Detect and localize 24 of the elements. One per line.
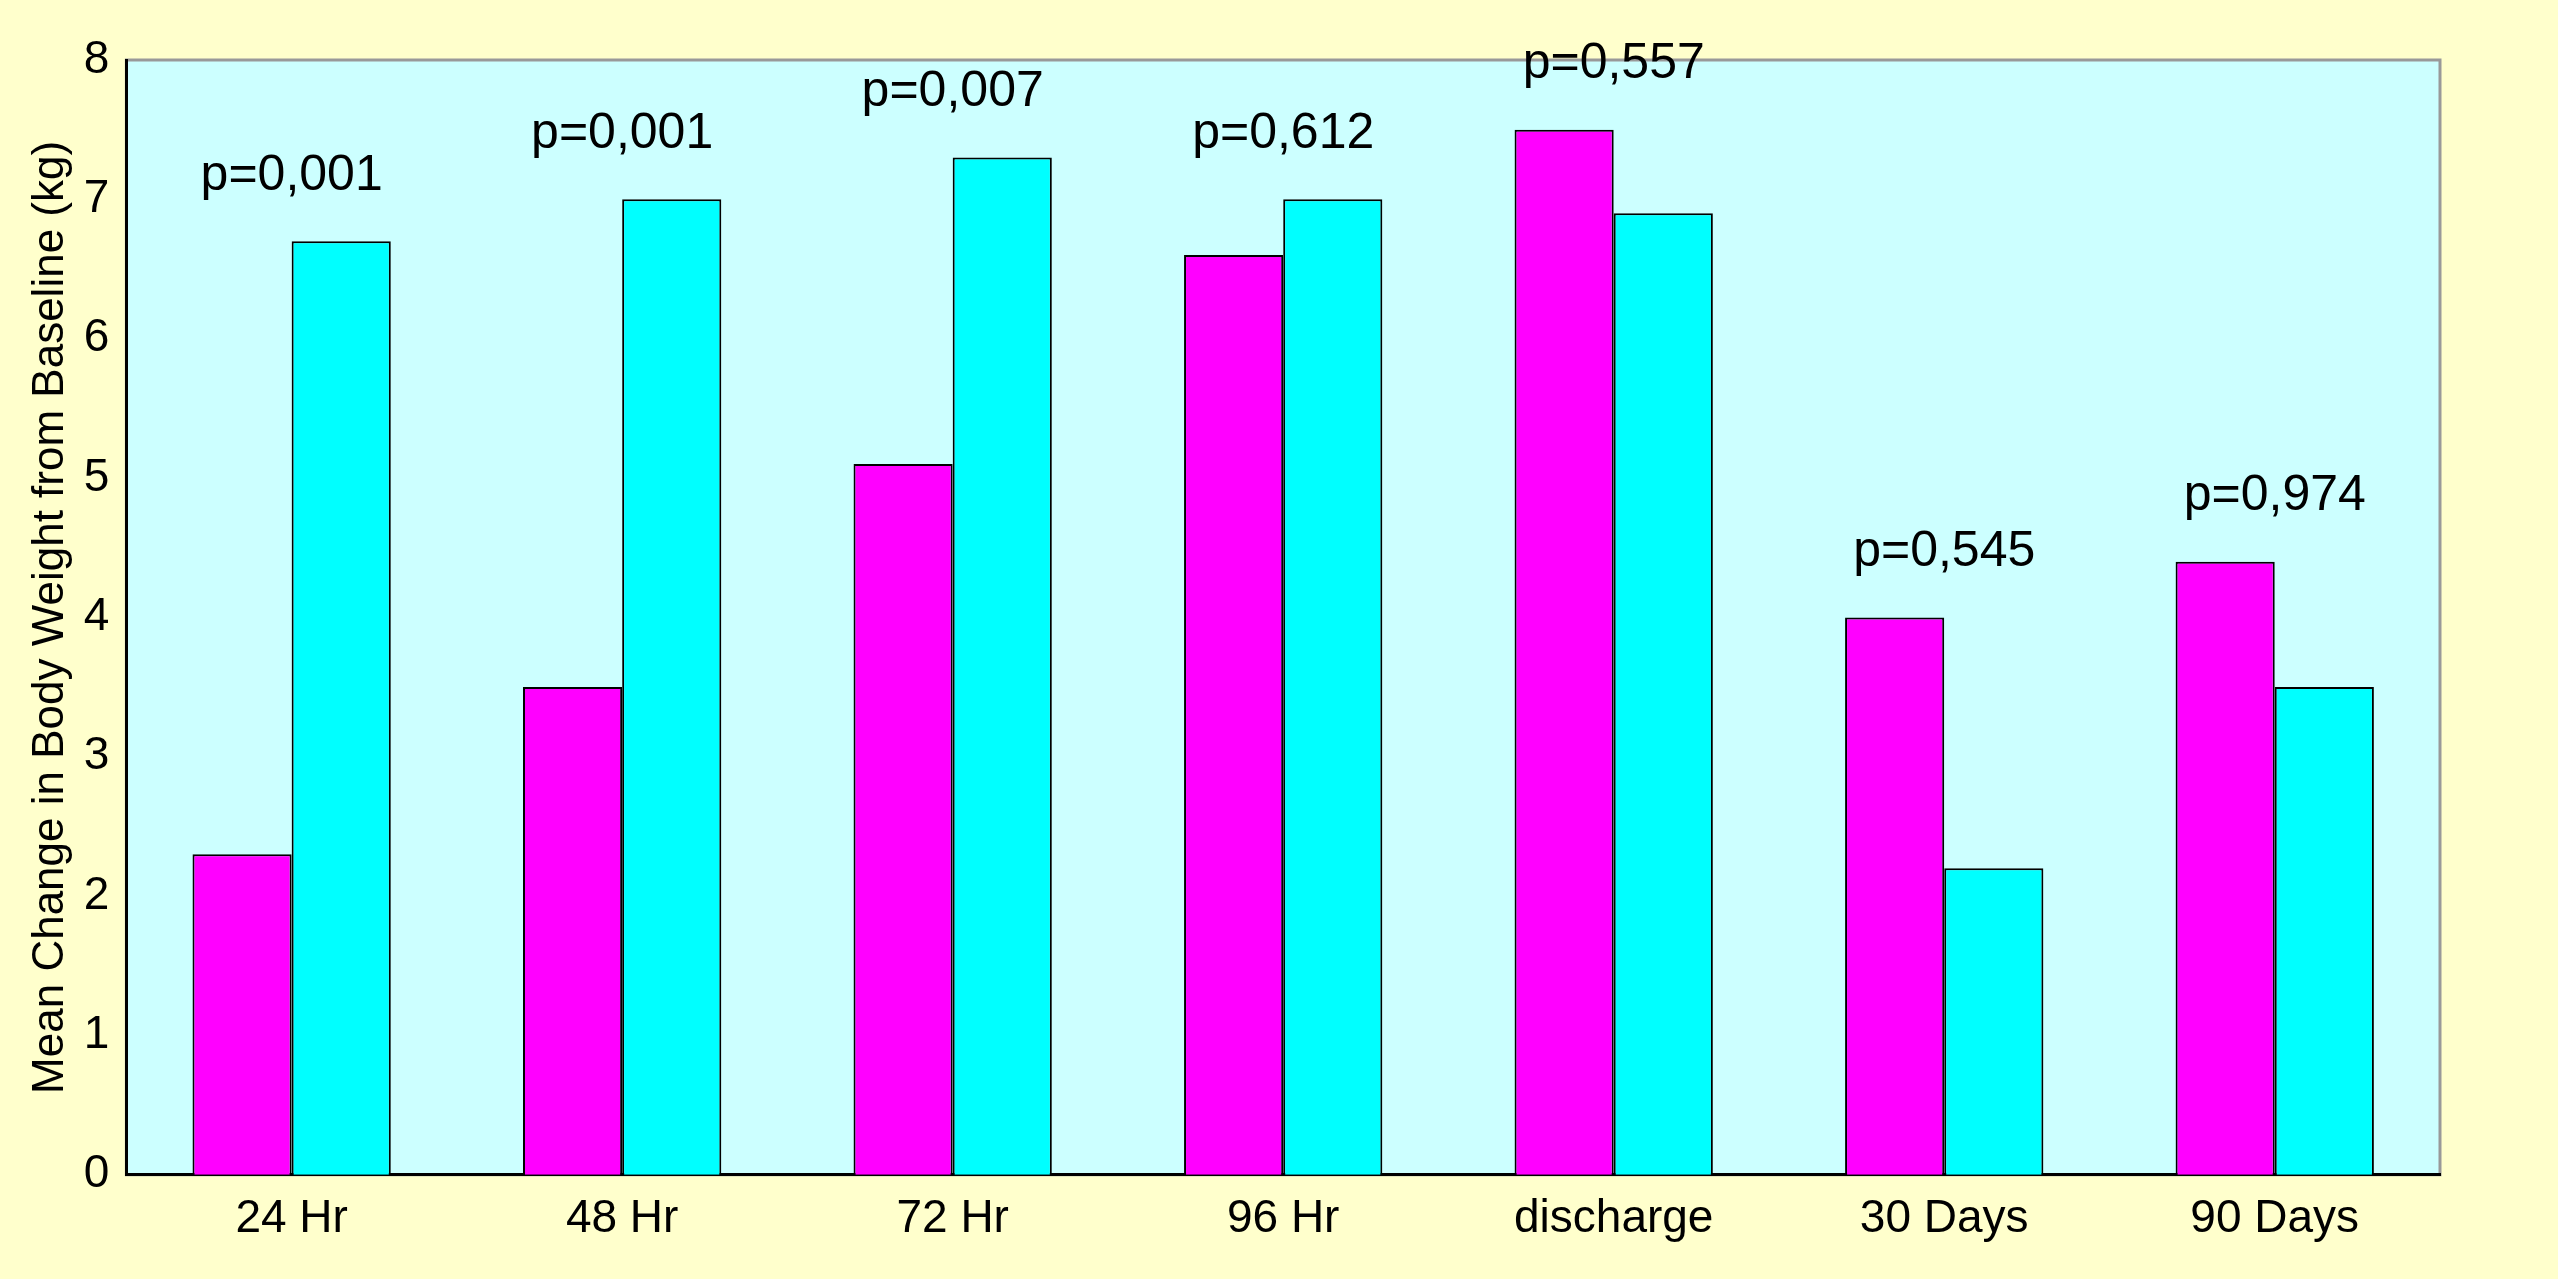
y-tick-label: 5: [83, 448, 110, 501]
y-tick-label: 8: [83, 30, 110, 83]
annotation: p=0,974: [2183, 465, 2366, 522]
x-tick-label: 96 Hr: [1226, 1190, 1340, 1243]
y-tick-label: 4: [83, 588, 110, 641]
annotation: p=0,001: [200, 144, 383, 201]
y-tick-label: 7: [83, 170, 110, 223]
y-axis-title: Mean Change in Body Weight from Baseline (kg): [22, 140, 72, 1094]
x-tick-label: 72 Hr: [896, 1190, 1009, 1243]
x-tick-label: 48 Hr: [565, 1190, 679, 1243]
y-tick-label: 1: [83, 1006, 110, 1059]
annotation: p=0,545: [1853, 521, 2036, 578]
annotation: p=0,612: [1192, 103, 1375, 160]
x-tick-label: discharge: [1513, 1190, 1714, 1243]
y-tick-label: 0: [83, 1145, 110, 1198]
y-tick-label: 6: [83, 309, 110, 362]
annotation: p=0,557: [1522, 33, 1705, 90]
x-tick-label: 30 Days: [1859, 1190, 2029, 1243]
annotation: p=0,007: [861, 61, 1044, 118]
x-tick-label: 24 Hr: [235, 1190, 348, 1243]
y-tick-label: 3: [83, 727, 110, 780]
y-tick-label: 2: [83, 866, 110, 919]
x-tick-label: 90 Days: [2190, 1190, 2360, 1243]
annotation: p=0,001: [531, 103, 714, 160]
